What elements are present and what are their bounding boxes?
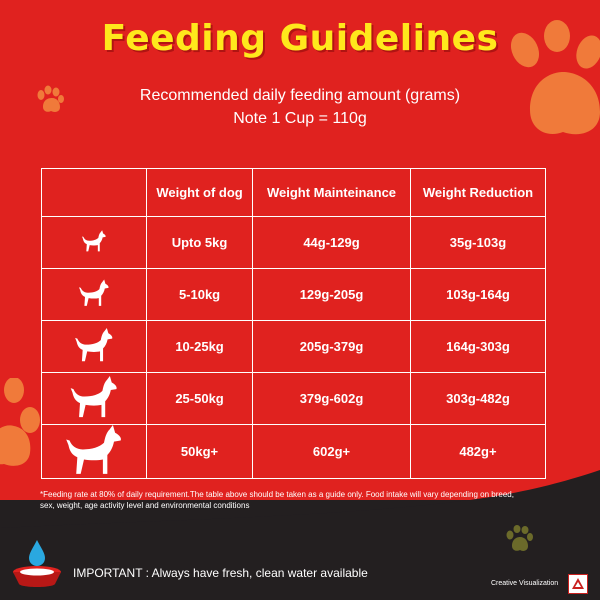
paw-icon [37,85,64,112]
row-reduction: 35g-103g [409,216,547,269]
header-weight-maintenance: Weight Mainteinance [252,168,411,217]
row-weight: 5-10kg [145,268,254,321]
subtitle-cup-note: Note 1 Cup = 110g [233,110,367,127]
row-maintenance: 602g+ [252,424,411,479]
triangle-icon [572,578,584,589]
row-weight: 10-25kg [145,320,254,373]
dog-icon [66,425,121,474]
row-weight: 50kg+ [145,424,254,479]
feeding-table: Weight of dog Weight Mainteinance Weight… [41,168,547,479]
credit-text: Creative Visualization [491,580,559,587]
table-row: 25-50kg 379g-602g 303g-482g [41,372,547,425]
paw-icon [510,20,600,135]
dog-icon [75,328,113,362]
dog-icon [70,376,117,418]
dog-icon [79,279,109,306]
logo-icon [568,574,588,594]
dog-icon-cell [41,216,147,269]
dog-icon-cell [41,424,147,479]
row-maintenance: 379g-602g [252,372,411,425]
header-weight-of-dog: Weight of dog [145,168,254,217]
row-reduction: 482g+ [409,424,547,479]
header-weight-reduction: Weight Reduction [409,168,547,217]
row-weight: Upto 5kg [145,216,254,269]
header-icon-column [41,168,147,217]
row-reduction: 303g-482g [409,372,547,425]
row-reduction: 164g-303g [409,320,547,373]
row-reduction: 103g-164g [409,268,547,321]
table-header-row: Weight of dog Weight Mainteinance Weight… [41,168,547,217]
paw-icon [0,378,40,466]
table-row: 10-25kg 205g-379g 164g-303g [41,320,547,373]
dog-icon-cell [41,372,147,425]
table-row: Upto 5kg 44g-129g 35g-103g [41,216,547,269]
dog-icon-cell [41,320,147,373]
paw-icon [506,525,533,551]
dog-icon-cell [41,268,147,321]
footnote: *Feeding rate at 80% of daily requiremen… [40,490,514,510]
row-maintenance: 44g-129g [252,216,411,269]
page-title: Feeding Guidelines [101,18,499,59]
row-maintenance: 205g-379g [252,320,411,373]
important-note: IMPORTANT : Always have fresh, clean wat… [73,566,368,580]
dog-icon [82,230,106,252]
row-weight: 25-50kg [145,372,254,425]
table-row: 50kg+ 602g+ 482g+ [41,424,547,479]
subtitle-feeding-amount: Recommended daily feeding amount (grams) [139,87,461,104]
water-bowl-icon [13,540,61,587]
table-row: 5-10kg 129g-205g 103g-164g [41,268,547,321]
background-curve [0,470,600,560]
row-maintenance: 129g-205g [252,268,411,321]
